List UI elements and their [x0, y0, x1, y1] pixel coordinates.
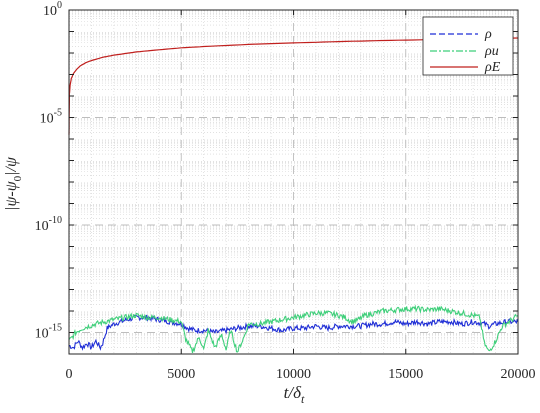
x-tick-label: 10000	[276, 367, 311, 382]
y-tick-labels: 10-15 10-10 10-5 100	[35, 0, 62, 342]
y-tick-label: 100	[43, 0, 62, 19]
x-tick-label: 0	[66, 367, 73, 382]
series-layer	[68, 37, 519, 354]
legend-label-rhou: ρu	[484, 44, 499, 59]
y-axis-label: |ψ-ψ0|/ψ	[3, 156, 24, 211]
x-axis-label: t/δt	[284, 383, 305, 406]
series-line-2	[68, 37, 519, 135]
y-tick-label: 10-10	[35, 215, 62, 234]
x-tick-label: 15000	[388, 367, 423, 382]
legend-box	[422, 16, 514, 76]
legend-label-rho: ρ	[484, 27, 492, 42]
x-tick-label: 5000	[167, 367, 195, 382]
y-tick-label: 10-5	[40, 108, 62, 127]
legend-label-rhoE: ρE	[484, 60, 501, 75]
x-tick-labels: 0 5000 10000 15000 20000	[66, 367, 536, 382]
y-tick-label: 10-15	[35, 323, 62, 342]
legend: ρ ρu ρE	[422, 16, 514, 76]
x-tick-label: 20000	[501, 367, 536, 382]
series-line-1	[68, 304, 519, 354]
ticks-layer	[68, 9, 519, 355]
